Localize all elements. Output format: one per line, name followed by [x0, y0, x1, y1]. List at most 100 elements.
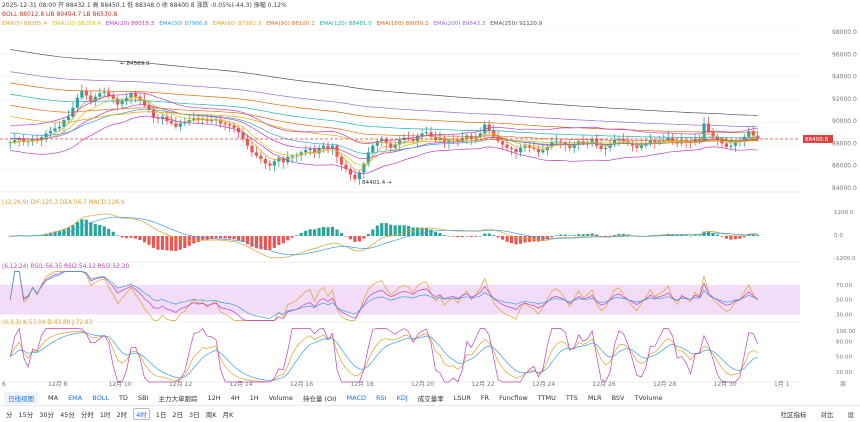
- x-axis-label: 12月 18: [351, 381, 374, 388]
- boll-readout: BOLL 88012.8 UB 89494.7 LB 86530.8: [2, 11, 118, 18]
- macd-bar: [263, 236, 267, 250]
- macd-bar: [429, 229, 433, 236]
- indicator-tab[interactable]: EMA: [68, 393, 83, 402]
- timeframe-button[interactable]: 4时: [133, 408, 150, 420]
- candle-body: [496, 136, 500, 142]
- indicator-tab[interactable]: TD: [118, 393, 128, 402]
- candle-body: [478, 133, 482, 137]
- indicator-tab[interactable]: 持仓量 (OI): [302, 394, 337, 403]
- macd-bar: [554, 235, 558, 237]
- macd-bar: [192, 236, 196, 244]
- indicator-tab[interactable]: TTMU: [537, 393, 556, 402]
- indicator-tab[interactable]: MA: [48, 393, 59, 402]
- indicator-tab[interactable]: SBI: [137, 393, 149, 402]
- macd-bar: [286, 236, 290, 241]
- candle-body: [348, 169, 352, 175]
- indicator-tab[interactable]: KDJ: [396, 393, 408, 402]
- candle-body: [514, 149, 518, 153]
- macd-bar: [420, 227, 424, 236]
- candle-body: [228, 124, 232, 126]
- indicator-tab[interactable]: FR: [480, 393, 490, 402]
- boll-lower: [10, 115, 758, 174]
- right-tool-button[interactable]: 对比: [820, 411, 834, 419]
- macd-bar: [201, 236, 205, 241]
- chart-canvas[interactable]: 98000.0 96000.0 94000.0 92000.0 90000.0 88000…: [0, 0, 860, 405]
- indicator-tab[interactable]: 成交量率: [417, 394, 444, 403]
- timeframe-button[interactable]: 2时: [116, 411, 128, 419]
- indicator-tab[interactable]: MACD: [346, 393, 367, 402]
- candle-body: [420, 133, 424, 136]
- candle-body: [53, 128, 57, 132]
- indicator-tab[interactable]: 12H: [207, 393, 221, 402]
- indicator-tab[interactable]: 1H: [249, 393, 259, 402]
- macd-bar: [62, 228, 66, 236]
- indicator-tab[interactable]: TTS: [565, 393, 578, 402]
- macd-bar: [724, 236, 728, 239]
- right-tool-button[interactable]: 社区指标: [780, 411, 807, 419]
- macd-bar: [447, 235, 451, 237]
- indicator-tab[interactable]: Funcflow: [499, 393, 528, 402]
- ema-label: EMA(60) 87992.3: [213, 21, 262, 27]
- candle-body: [277, 157, 281, 162]
- kdj-axis-label: 80.00: [836, 339, 852, 345]
- candle-body: [608, 144, 612, 148]
- candle-body: [84, 91, 88, 96]
- candle: [53, 121, 57, 133]
- indicator-tab[interactable]: RSI: [376, 393, 387, 402]
- rsi-line: [9, 271, 759, 321]
- timeframe-button[interactable]: 3日: [189, 411, 200, 419]
- candle: [308, 146, 312, 156]
- candle-body: [604, 147, 608, 149]
- candle-body: [559, 141, 563, 143]
- macd-bar: [219, 236, 223, 239]
- candle-body: [263, 159, 267, 164]
- candle-body: [612, 140, 617, 145]
- candle-body: [357, 172, 361, 180]
- timeframe-button[interactable]: 月K: [222, 411, 234, 419]
- macd-bar: [536, 236, 540, 242]
- macd-bar: [169, 236, 173, 251]
- macd-bar: [160, 236, 164, 250]
- right-tool-button[interactable]: 设: [847, 411, 855, 419]
- indicator-tab[interactable]: TVolume: [634, 393, 663, 402]
- timeframe-button[interactable]: 1时: [99, 411, 111, 419]
- candle-body: [706, 123, 711, 133]
- candle: [510, 145, 514, 156]
- macd-bar: [492, 235, 496, 236]
- macd-bar: [366, 233, 370, 236]
- indicator-tab[interactable]: 4H: [230, 393, 240, 402]
- candle: [438, 131, 442, 143]
- macd-bar: [178, 236, 182, 250]
- timeframe-button[interactable]: 45分: [60, 411, 75, 419]
- kdj-axis-label: 100.00: [836, 329, 856, 335]
- macd-bar: [380, 223, 384, 236]
- candle: [442, 135, 446, 149]
- timeframe-button[interactable]: 1日: [155, 411, 167, 419]
- macd-bar: [751, 234, 755, 236]
- macd-bar: [456, 236, 460, 238]
- price-axis-label: 88000.0: [832, 140, 857, 147]
- timeframe-button[interactable]: 周K: [205, 411, 217, 419]
- indicator-tab[interactable]: LSUR: [453, 393, 471, 402]
- timeframe-button[interactable]: 30分: [39, 411, 55, 419]
- timeframe-button[interactable]: 分: [6, 411, 13, 419]
- timeframe-button[interactable]: 分时: [80, 411, 94, 419]
- timeframe-button[interactable]: 15分: [18, 411, 34, 419]
- macd-bar: [317, 228, 321, 236]
- indicator-tab[interactable]: BOLL: [92, 393, 109, 402]
- indicator-tab[interactable]: 日线视图: [4, 391, 38, 404]
- macd-bar: [344, 236, 348, 237]
- ema-label: EMA(200) 89843.3: [433, 21, 486, 27]
- right-tools: 社区指标 对比 设: [775, 409, 855, 419]
- timeframe-button[interactable]: 2日: [172, 411, 184, 419]
- candle-body: [375, 141, 379, 146]
- indicator-tab[interactable]: MLR: [587, 393, 602, 402]
- candle: [89, 90, 93, 105]
- candle-body: [639, 145, 643, 148]
- candle-body: [671, 137, 675, 142]
- indicator-tab[interactable]: 主力大单跟踪: [158, 394, 198, 403]
- indicator-tab[interactable]: BSV: [611, 393, 625, 402]
- candle-body: [416, 135, 420, 142]
- ohlc-readout: 2025-12-31 08:00 开 88432.1 高 88450.1 低 8…: [2, 1, 287, 9]
- indicator-tab[interactable]: Volume: [268, 393, 293, 402]
